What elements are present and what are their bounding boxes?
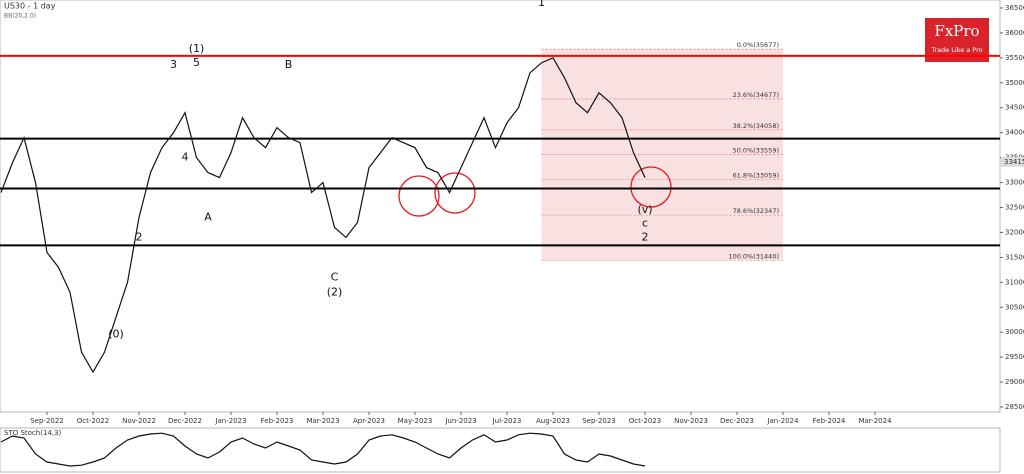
- x-tick-label: Apr-2023: [353, 417, 385, 425]
- logo: FxPro Trade Like a Pro: [925, 18, 989, 62]
- y-tick-label: 34500: [1005, 104, 1024, 112]
- y-tick-label: 28500: [1005, 403, 1024, 411]
- x-tick-label: Dec-2023: [720, 417, 754, 425]
- x-tick-label: Feb-2024: [813, 417, 846, 425]
- chart-title: US30 - 1 day: [4, 2, 56, 11]
- fib-label: 38.2%(34058): [733, 122, 779, 130]
- y-tick-label: 35500: [1005, 54, 1024, 62]
- y-tick-label: 36000: [1005, 29, 1024, 37]
- logo-text: FxPro: [934, 22, 979, 40]
- y-tick-label: 32000: [1005, 228, 1024, 236]
- x-tick-label: Jul-2023: [492, 417, 522, 425]
- x-tick-label: Oct-2023: [629, 417, 661, 425]
- fib-label: 78.6%(32347): [733, 207, 779, 215]
- fib-label: 61.8%(33059): [733, 172, 779, 180]
- wave-label: (1): [189, 42, 205, 55]
- x-tick-label: Jan-2023: [214, 417, 246, 425]
- indicator-frame: [0, 427, 1001, 473]
- wave-label: 4: [182, 151, 189, 164]
- wave-label: C: [331, 270, 339, 283]
- x-tick-label: Nov-2022: [122, 417, 156, 425]
- x-tick-label: Dec-2022: [168, 417, 202, 425]
- price-line: [0, 57, 646, 374]
- x-tick-label: Sep-2023: [582, 417, 616, 425]
- stoch-line: [0, 432, 646, 467]
- fib-label: 100.0%(31440): [728, 252, 779, 260]
- highlight-circles: [398, 166, 672, 217]
- highlight-circle: [398, 175, 440, 217]
- x-tick-label: Oct-2022: [77, 417, 109, 425]
- wave-label: 1: [538, 0, 545, 9]
- plot-frame: [0, 0, 1001, 413]
- wave-label: 5: [193, 56, 200, 69]
- x-tick-label: Aug-2023: [536, 417, 570, 425]
- highlight-circle: [434, 172, 476, 214]
- x-tick-label: Jun-2023: [444, 417, 476, 425]
- fib-label: 23.6%(34677): [733, 91, 779, 99]
- wave-label: (2): [327, 285, 343, 298]
- price-tag-label: 33415: [1004, 158, 1024, 166]
- y-tick-label: 31000: [1005, 278, 1024, 286]
- wave-label: 3: [170, 58, 177, 71]
- wave-label: (v): [637, 203, 652, 216]
- fib-label: 0.0%(35677): [737, 41, 779, 49]
- x-tick-label: Sep-2022: [30, 417, 64, 425]
- price-tag: [1001, 156, 1024, 167]
- x-tick-label: Feb-2023: [261, 417, 294, 425]
- fib-label: 50.0%(33559): [733, 147, 779, 155]
- chart-subtitle: BB(20,2.0): [4, 13, 36, 20]
- y-tick-label: 29500: [1005, 353, 1024, 361]
- y-tick-label: 29000: [1005, 378, 1024, 386]
- y-tick-label: 32500: [1005, 203, 1024, 211]
- y-tick-label: 35000: [1005, 79, 1024, 87]
- x-tick-label: Nov-2023: [674, 417, 708, 425]
- wave-label: A: [204, 210, 212, 223]
- wave-label: (0): [108, 328, 124, 341]
- y-tick-label: 30000: [1005, 328, 1024, 336]
- x-tick-label: Jan-2024: [766, 417, 799, 425]
- logo-tagline: Trade Like a Pro: [930, 46, 982, 54]
- y-tick-label: 30500: [1005, 303, 1024, 311]
- wave-label: 2: [642, 230, 649, 243]
- wave-label: B: [285, 58, 293, 71]
- logo-box: [925, 18, 989, 62]
- wave-label: 2: [136, 230, 143, 243]
- wave-label: c: [642, 216, 648, 229]
- y-tick-label: 34000: [1005, 129, 1024, 137]
- y-tick-label: 31500: [1005, 253, 1024, 261]
- indicator-name: STO Stoch(14,3): [4, 429, 62, 437]
- y-tick-label: 33000: [1005, 179, 1024, 187]
- highlight-circle: [630, 166, 672, 208]
- x-tick-label: Mar-2023: [306, 417, 339, 425]
- x-tick-label: May-2023: [398, 417, 433, 425]
- y-tick-label: 36500: [1005, 4, 1024, 12]
- x-tick-label: Mar-2024: [858, 417, 892, 425]
